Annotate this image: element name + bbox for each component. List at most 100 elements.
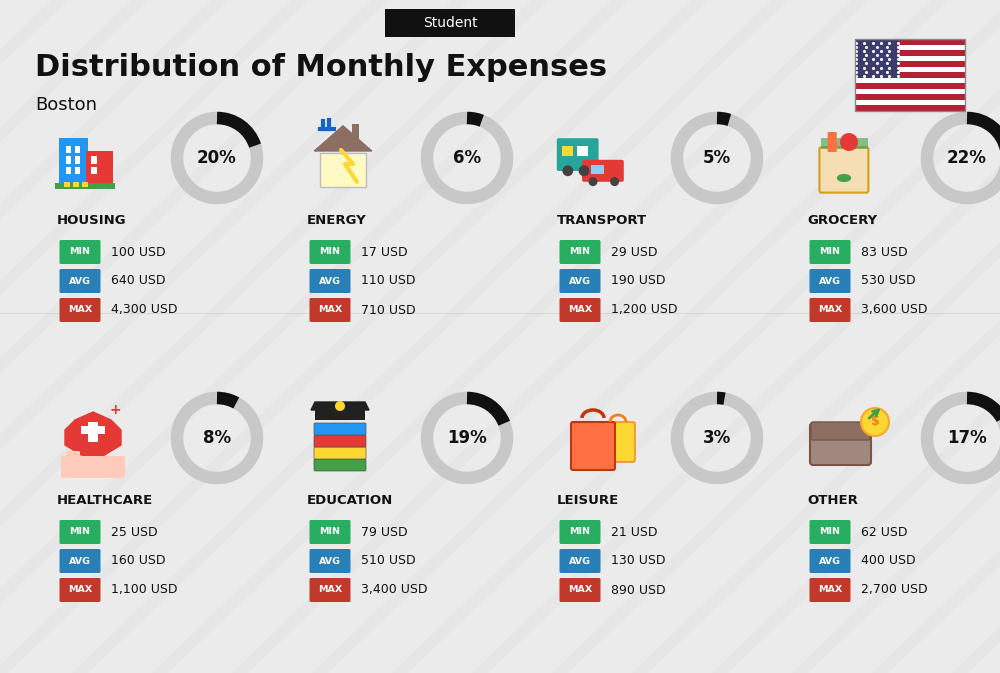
FancyBboxPatch shape (75, 167, 80, 174)
FancyBboxPatch shape (60, 578, 101, 602)
Text: 640 USD: 640 USD (111, 275, 166, 287)
FancyBboxPatch shape (314, 459, 366, 471)
Text: +: + (109, 403, 121, 417)
Text: MAX: MAX (68, 306, 92, 314)
Text: EDUCATION: EDUCATION (307, 493, 393, 507)
Text: AVG: AVG (569, 557, 591, 565)
Circle shape (579, 166, 589, 176)
FancyBboxPatch shape (810, 240, 851, 264)
Text: 4,300 USD: 4,300 USD (111, 304, 178, 316)
FancyBboxPatch shape (73, 182, 79, 187)
FancyBboxPatch shape (855, 94, 965, 100)
Text: 29 USD: 29 USD (611, 246, 658, 258)
Text: MAX: MAX (568, 586, 592, 594)
FancyBboxPatch shape (855, 106, 965, 111)
FancyBboxPatch shape (810, 423, 871, 465)
FancyBboxPatch shape (91, 156, 97, 164)
Text: MAX: MAX (318, 306, 342, 314)
FancyBboxPatch shape (855, 78, 965, 83)
Text: Boston: Boston (35, 96, 97, 114)
Text: 3,600 USD: 3,600 USD (861, 304, 928, 316)
FancyBboxPatch shape (855, 39, 965, 44)
FancyBboxPatch shape (810, 578, 851, 602)
FancyBboxPatch shape (82, 182, 88, 187)
Text: MAX: MAX (568, 306, 592, 314)
FancyBboxPatch shape (855, 44, 965, 50)
FancyBboxPatch shape (557, 138, 599, 171)
FancyBboxPatch shape (60, 549, 101, 573)
Text: AVG: AVG (819, 277, 841, 285)
FancyBboxPatch shape (855, 83, 965, 89)
Text: 3%: 3% (703, 429, 731, 447)
FancyBboxPatch shape (66, 167, 71, 174)
FancyBboxPatch shape (310, 578, 351, 602)
FancyBboxPatch shape (314, 423, 366, 435)
FancyBboxPatch shape (60, 520, 101, 544)
Text: 83 USD: 83 USD (861, 246, 908, 258)
FancyBboxPatch shape (560, 549, 600, 573)
Polygon shape (314, 126, 372, 151)
Text: AVG: AVG (69, 277, 91, 285)
FancyBboxPatch shape (571, 422, 615, 470)
FancyBboxPatch shape (577, 145, 588, 156)
Text: 110 USD: 110 USD (361, 275, 416, 287)
Text: 2,700 USD: 2,700 USD (861, 583, 928, 596)
Text: 17%: 17% (947, 429, 987, 447)
Text: 62 USD: 62 USD (861, 526, 908, 538)
Text: AVG: AVG (819, 557, 841, 565)
FancyBboxPatch shape (560, 240, 600, 264)
FancyBboxPatch shape (86, 151, 113, 185)
Text: 17 USD: 17 USD (361, 246, 408, 258)
Text: 160 USD: 160 USD (111, 555, 166, 567)
FancyBboxPatch shape (855, 61, 965, 67)
Text: TRANSPORT: TRANSPORT (557, 213, 647, 227)
Text: 3,400 USD: 3,400 USD (361, 583, 428, 596)
Text: 5%: 5% (703, 149, 731, 167)
FancyBboxPatch shape (60, 269, 101, 293)
Text: 530 USD: 530 USD (861, 275, 916, 287)
Text: 19%: 19% (447, 429, 487, 447)
Text: 100 USD: 100 USD (111, 246, 166, 258)
Text: AVG: AVG (69, 557, 91, 565)
Text: HOUSING: HOUSING (57, 213, 127, 227)
FancyBboxPatch shape (582, 160, 624, 182)
Circle shape (562, 166, 573, 176)
FancyBboxPatch shape (819, 147, 868, 192)
Text: 22%: 22% (947, 149, 987, 167)
FancyBboxPatch shape (55, 182, 115, 189)
Text: MAX: MAX (318, 586, 342, 594)
Polygon shape (65, 412, 121, 462)
FancyBboxPatch shape (562, 145, 573, 156)
FancyBboxPatch shape (810, 520, 851, 544)
FancyBboxPatch shape (81, 426, 105, 434)
FancyBboxPatch shape (60, 240, 101, 264)
Text: MIN: MIN (320, 528, 340, 536)
FancyBboxPatch shape (61, 456, 125, 478)
Polygon shape (311, 402, 369, 410)
FancyBboxPatch shape (75, 145, 80, 153)
FancyBboxPatch shape (59, 139, 88, 185)
FancyBboxPatch shape (88, 422, 98, 442)
FancyBboxPatch shape (810, 269, 851, 293)
Text: AVG: AVG (319, 277, 341, 285)
Circle shape (335, 401, 345, 411)
FancyBboxPatch shape (811, 422, 870, 440)
Text: 25 USD: 25 USD (111, 526, 158, 538)
FancyBboxPatch shape (66, 156, 71, 164)
Text: AVG: AVG (319, 557, 341, 565)
Text: MIN: MIN (570, 528, 590, 536)
FancyBboxPatch shape (320, 153, 366, 187)
FancyBboxPatch shape (66, 451, 80, 463)
Text: LEISURE: LEISURE (557, 493, 619, 507)
Text: MIN: MIN (820, 248, 841, 256)
Text: 890 USD: 890 USD (611, 583, 666, 596)
Text: MAX: MAX (818, 306, 842, 314)
FancyBboxPatch shape (310, 520, 351, 544)
Text: 79 USD: 79 USD (361, 526, 408, 538)
FancyBboxPatch shape (75, 156, 80, 164)
Text: 8%: 8% (203, 429, 231, 447)
FancyBboxPatch shape (821, 139, 868, 149)
FancyBboxPatch shape (310, 240, 351, 264)
Text: 510 USD: 510 USD (361, 555, 416, 567)
Text: MAX: MAX (68, 586, 92, 594)
